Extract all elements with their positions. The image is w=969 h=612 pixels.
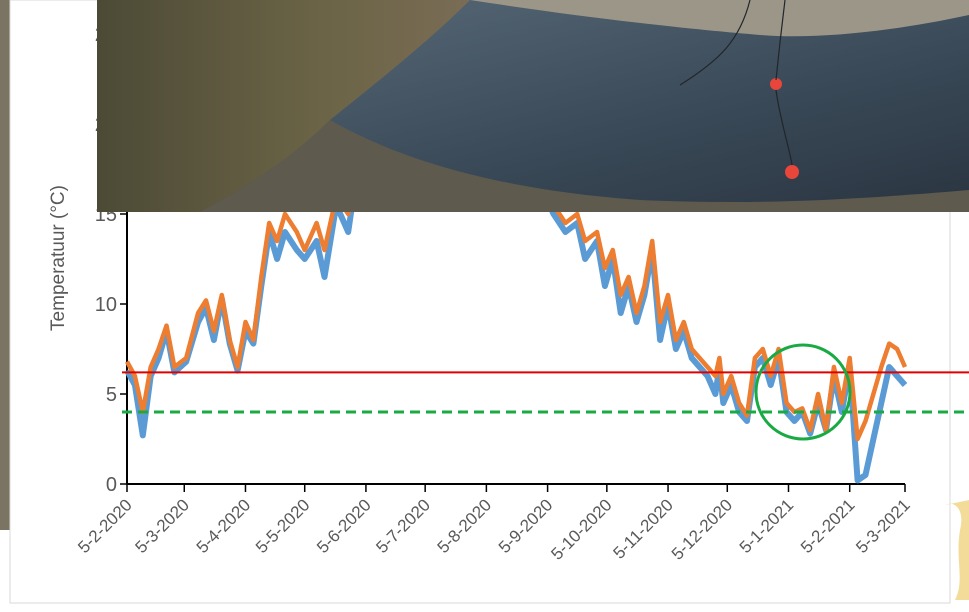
decoration	[945, 500, 969, 600]
photo-buoy	[785, 165, 799, 179]
series-line	[125, 103, 908, 442]
y-axis-label: Temperatuur (°C)	[48, 185, 69, 331]
photo-shore	[200, 120, 969, 212]
y-tick-label: 5	[106, 384, 117, 406]
photo-rope	[679, 0, 793, 166]
photo-bank	[97, 0, 470, 212]
highlight-circle	[754, 343, 852, 441]
photo	[97, 0, 969, 212]
y-tick-label: 0	[106, 474, 117, 496]
y-tick-label: 10	[95, 294, 117, 316]
photo-edge	[0, 0, 10, 530]
photo-mud	[470, 0, 969, 37]
photo-buoy	[770, 78, 782, 90]
